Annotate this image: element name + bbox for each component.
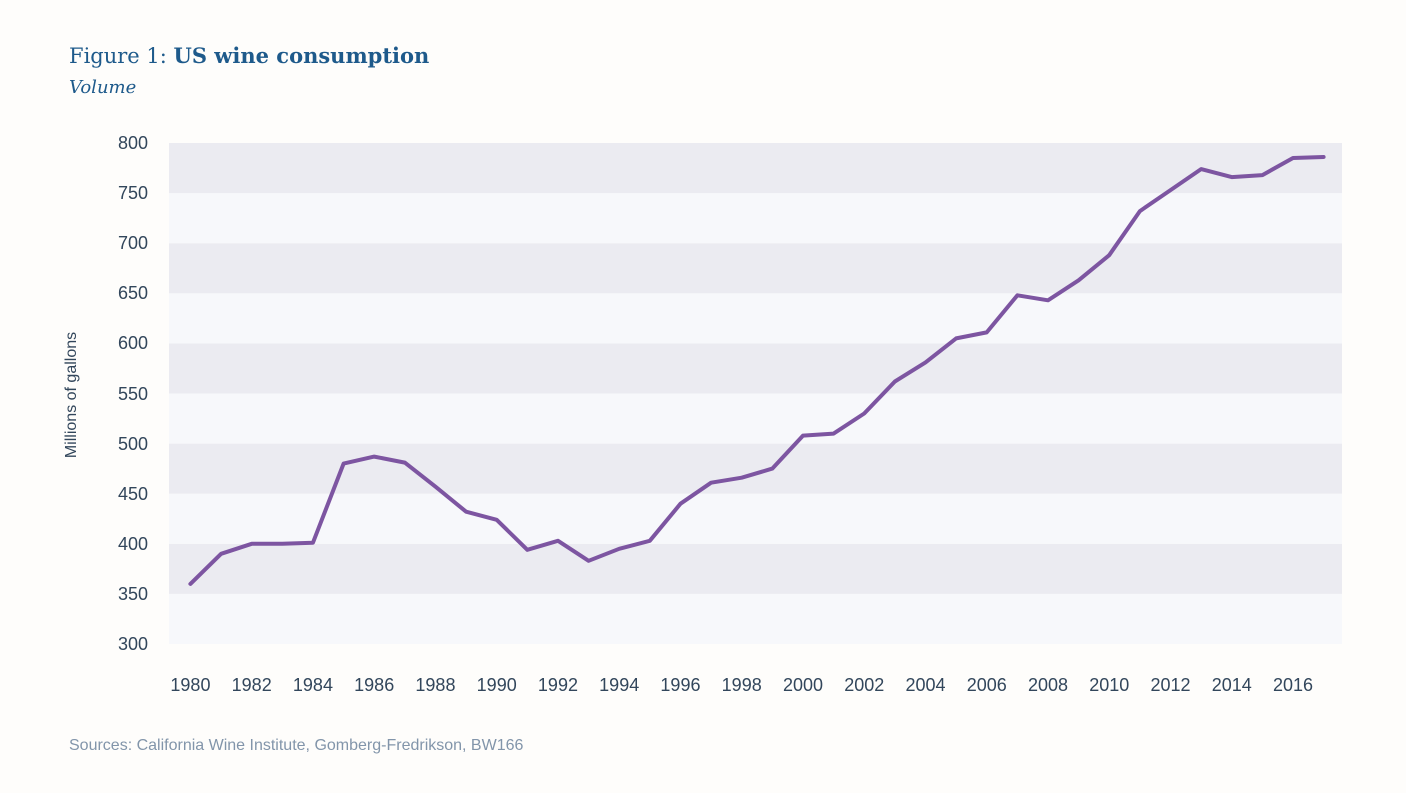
grid-band xyxy=(169,543,1342,594)
y-tick-label: 300 xyxy=(117,634,148,654)
x-tick-label: 1982 xyxy=(231,675,272,695)
grid-band xyxy=(169,193,1342,244)
x-tick-label: 1992 xyxy=(537,675,578,695)
x-tick-label: 1998 xyxy=(721,675,762,695)
x-tick-label: 1986 xyxy=(354,675,395,695)
x-tick-label: 2008 xyxy=(1027,675,1068,695)
x-tick-label: 1994 xyxy=(599,675,640,695)
y-tick-label: 400 xyxy=(117,533,148,554)
x-tick-label: 1984 xyxy=(292,675,333,695)
y-tick-label: 750 xyxy=(117,183,148,204)
y-tick-label: 550 xyxy=(117,383,148,404)
y-tick-label: 700 xyxy=(117,233,148,254)
y-tick-label: 450 xyxy=(117,483,148,504)
x-tick-label: 2004 xyxy=(905,675,946,695)
grid-band xyxy=(169,493,1342,544)
grid-band xyxy=(169,443,1342,494)
grid-band xyxy=(169,143,1342,194)
x-tick-label: 2016 xyxy=(1272,675,1313,695)
figure-title-bold: US wine consumption xyxy=(173,43,430,68)
wine-chart-svg xyxy=(169,143,1342,644)
y-tick-label: 600 xyxy=(117,333,148,354)
x-tick-label: 1996 xyxy=(660,675,701,695)
x-tick-label: 2010 xyxy=(1089,675,1130,695)
grid-band xyxy=(169,243,1342,294)
figure-label: Figure 1: xyxy=(69,44,174,68)
sources-note: Sources: California Wine Institute, Gomb… xyxy=(69,737,524,754)
grid-band xyxy=(169,593,1342,644)
x-tick-label: 2006 xyxy=(966,675,1007,695)
x-tick-label: 2000 xyxy=(782,675,823,695)
x-tick-label: 1988 xyxy=(415,675,456,695)
x-tick-label: 1990 xyxy=(476,675,517,695)
grid-band xyxy=(169,393,1342,444)
x-tick-label: 2012 xyxy=(1150,675,1191,695)
consumption-line xyxy=(188,155,1326,586)
grid-band xyxy=(169,293,1342,344)
wine-consumption-chart xyxy=(169,143,1342,644)
figure-title: Figure 1: US wine consumption xyxy=(69,43,429,68)
y-tick-label: 350 xyxy=(117,583,148,604)
x-tick-label: 2002 xyxy=(844,675,885,695)
y-tick-label: 500 xyxy=(117,433,148,454)
x-tick-label: 2014 xyxy=(1211,675,1252,695)
grid-band xyxy=(169,343,1342,394)
y-tick-label: 800 xyxy=(117,133,148,153)
x-tick-label: 1980 xyxy=(170,675,211,695)
y-tick-label: 650 xyxy=(117,283,148,304)
figure-subtitle: Volume xyxy=(69,77,137,98)
